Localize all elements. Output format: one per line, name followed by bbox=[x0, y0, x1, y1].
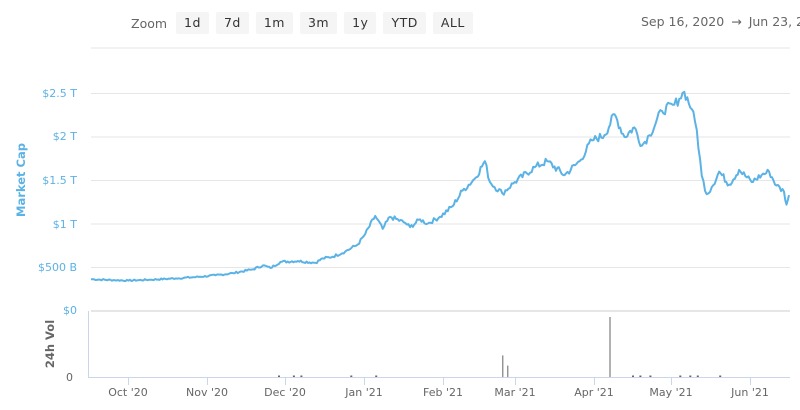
zoom-1d-button[interactable]: 1d bbox=[176, 12, 209, 34]
y-tick-label: $1.5 T bbox=[42, 174, 77, 187]
zoom-1y-button[interactable]: 1y bbox=[344, 12, 377, 34]
y-tick-label: $500 B bbox=[38, 261, 77, 274]
volume-bar[interactable] bbox=[375, 375, 378, 378]
y-tick-label: $1 T bbox=[53, 218, 77, 231]
grid-lines bbox=[91, 93, 790, 268]
x-tick-label: Feb '21 bbox=[423, 386, 463, 399]
volume-bar[interactable] bbox=[609, 317, 611, 377]
volume-bar[interactable] bbox=[292, 375, 295, 378]
y-axis: $2.5 T $2 T $1.5 T $1 T $500 B $0 Market… bbox=[14, 87, 77, 317]
volume-bar[interactable] bbox=[679, 375, 682, 378]
volume-bar[interactable] bbox=[507, 365, 509, 377]
volume-zero-label: 0 bbox=[66, 371, 73, 384]
date-to-input[interactable]: Jun 23, 2 bbox=[748, 14, 800, 29]
x-tick-label: Dec '20 bbox=[264, 386, 306, 399]
volume-bar[interactable] bbox=[300, 375, 303, 378]
x-tick-label: Jun '21 bbox=[730, 386, 769, 399]
x-axis: Oct '20 Nov '20 Dec '20 Jan '21 Feb '21 … bbox=[108, 378, 769, 399]
volume-axis-title: 24h Vol bbox=[43, 320, 57, 368]
date-range: Sep 16, 2020 → Jun 23, 2 bbox=[641, 14, 800, 29]
volume-bars[interactable] bbox=[278, 317, 722, 378]
x-tick-label: Nov '20 bbox=[186, 386, 228, 399]
y-tick-label: $0 bbox=[63, 304, 77, 317]
x-tick-label: Jan '21 bbox=[344, 386, 382, 399]
arrow-right-icon: → bbox=[731, 14, 742, 29]
volume-bar[interactable] bbox=[632, 375, 634, 378]
zoom-all-button[interactable]: ALL bbox=[432, 12, 473, 34]
x-tick-label: Mar '21 bbox=[494, 386, 535, 399]
x-tick-label: Apr '21 bbox=[574, 386, 614, 399]
zoom-1m-button[interactable]: 1m bbox=[255, 12, 293, 34]
volume-bar[interactable] bbox=[649, 375, 652, 378]
zoom-7d-button[interactable]: 7d bbox=[215, 12, 249, 34]
x-tick-label: May '21 bbox=[649, 386, 692, 399]
volume-bar[interactable] bbox=[696, 375, 699, 378]
volume-bar[interactable] bbox=[719, 375, 722, 378]
volume-bar[interactable] bbox=[350, 375, 353, 378]
zoom-label: Zoom bbox=[131, 15, 168, 31]
range-selector: Zoom 1d 7d 1m 3m 1y YTD ALL bbox=[131, 12, 473, 34]
volume-bar[interactable] bbox=[278, 375, 280, 378]
y-tick-label: $2 T bbox=[53, 130, 77, 143]
x-tick-label: Oct '20 bbox=[108, 386, 148, 399]
volume-bar[interactable] bbox=[639, 375, 642, 378]
zoom-3m-button[interactable]: 3m bbox=[299, 12, 338, 34]
date-from-input[interactable]: Sep 16, 2020 bbox=[641, 14, 725, 29]
y-tick-label: $2.5 T bbox=[42, 87, 77, 100]
volume-bar[interactable] bbox=[502, 355, 504, 377]
volume-bar[interactable] bbox=[689, 375, 692, 378]
zoom-ytd-button[interactable]: YTD bbox=[383, 12, 426, 34]
y-axis-title: Market Cap bbox=[14, 143, 28, 217]
market-cap-line[interactable] bbox=[91, 90, 790, 283]
volume-panel: 24h Vol 0 bbox=[43, 310, 790, 384]
